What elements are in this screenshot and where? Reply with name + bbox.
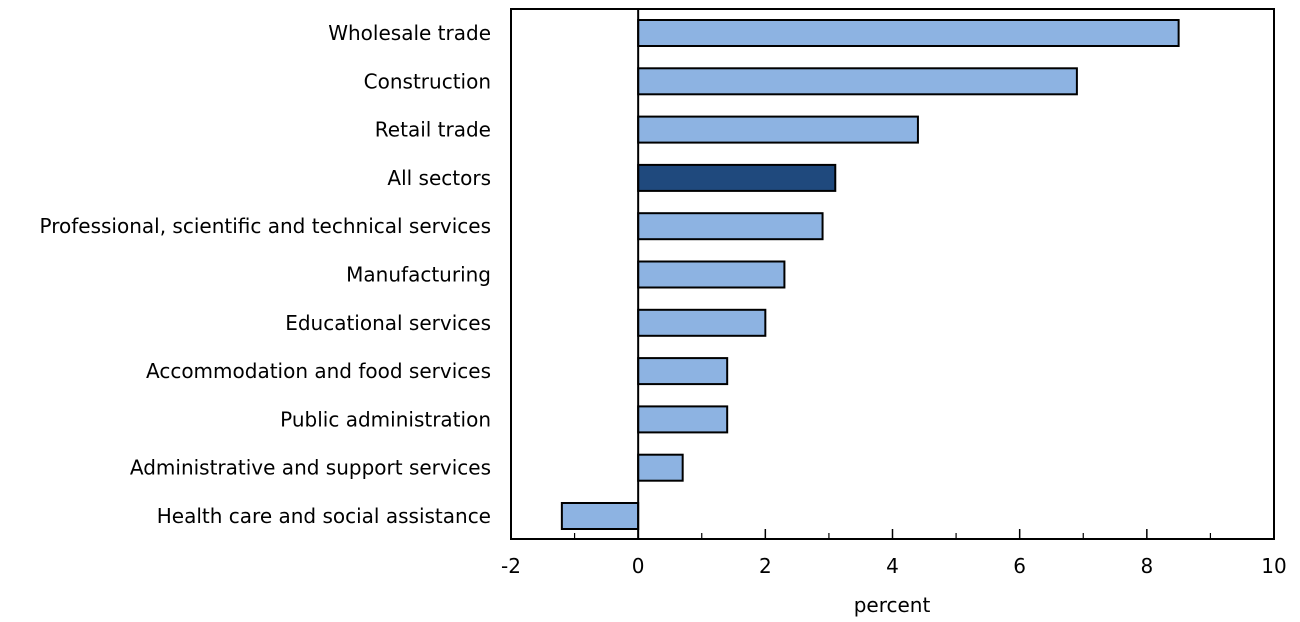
category-label-wholesale-trade: Wholesale trade <box>328 21 491 45</box>
category-label-retail-trade: Retail trade <box>375 118 491 142</box>
bar-administrative-and-support-services <box>638 455 683 481</box>
category-label-accommodation-and-food-services: Accommodation and food services <box>146 359 491 383</box>
category-label-construction: Construction <box>364 69 491 93</box>
category-label-all-sectors: All sectors <box>387 166 491 190</box>
category-label-administrative-and-support-services: Administrative and support services <box>130 456 491 480</box>
x-axis-title: percent <box>854 593 931 617</box>
bar-educational-services <box>638 310 765 336</box>
category-label-health-care-and-social-assistance: Health care and social assistance <box>157 504 491 528</box>
bar-manufacturing <box>638 262 784 288</box>
x-tick-label: 6 <box>1013 554 1026 578</box>
category-label-public-administration: Public administration <box>280 407 491 431</box>
x-tick-label: 2 <box>759 554 772 578</box>
x-tick-label: 8 <box>1140 554 1153 578</box>
bar-accommodation-and-food-services <box>638 358 727 384</box>
x-axis-ticks: -2 0 2 4 6 8 10 <box>501 529 1287 578</box>
bars-group <box>562 20 1179 529</box>
bar-retail-trade <box>638 117 918 143</box>
bar-public-administration <box>638 406 727 432</box>
category-label-manufacturing: Manufacturing <box>346 263 491 287</box>
category-labels: Wholesale trade Construction Retail trade A… <box>40 21 491 528</box>
category-label-educational-services: Educational services <box>285 311 491 335</box>
x-tick-label: 4 <box>886 554 899 578</box>
x-tick-label: 0 <box>632 554 645 578</box>
category-label-professional-scientific-and-technical-services: Professional, scientific and technical s… <box>40 214 491 238</box>
bar-wholesale-trade <box>638 20 1178 46</box>
bar-all-sectors <box>638 165 835 191</box>
bar-construction <box>638 68 1077 94</box>
bar-professional-scientific-and-technical-services <box>638 213 822 239</box>
x-tick-label: 10 <box>1261 554 1286 578</box>
x-tick-label: -2 <box>501 554 521 578</box>
bar-health-care-and-social-assistance <box>562 503 638 529</box>
